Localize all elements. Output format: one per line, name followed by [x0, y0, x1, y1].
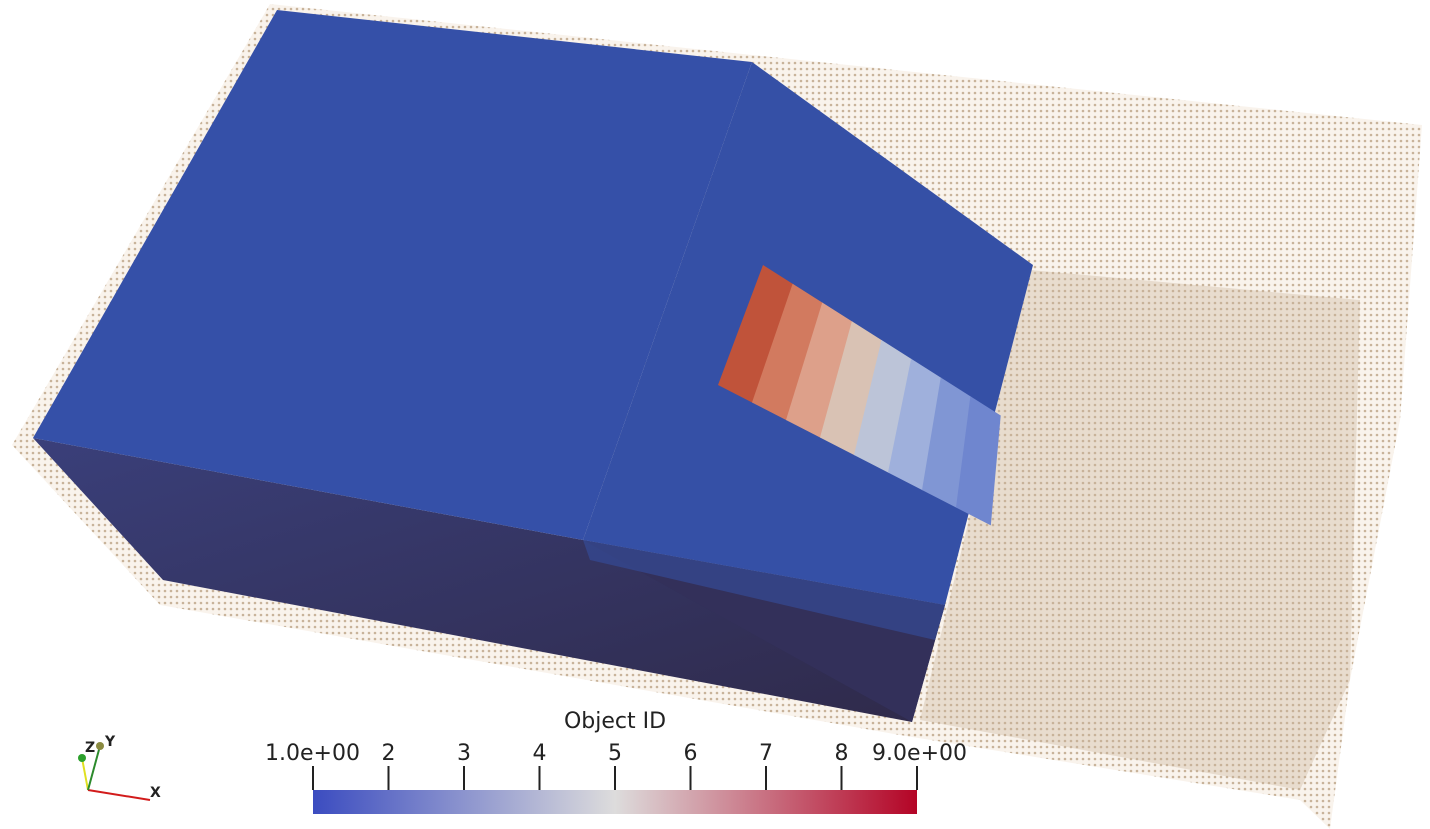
tick-label: 9.0e+00: [872, 741, 967, 766]
tick-label: 8: [835, 741, 849, 766]
tick-label: 1.0e+00: [265, 741, 360, 766]
axis-label: Y: [104, 734, 116, 750]
legend-title: Object ID: [564, 709, 666, 734]
tick-label: 5: [608, 741, 622, 766]
tick-label: 7: [759, 741, 773, 766]
tick-label: 3: [457, 741, 471, 766]
color-bar: [313, 790, 917, 814]
axis-label: X: [150, 785, 161, 801]
tick-label: 6: [684, 741, 698, 766]
tick-label: 2: [382, 741, 396, 766]
axis-label: Z: [85, 740, 95, 756]
render-view: Z Y X Object ID 1.0e+00 2 3 4 5 6 7 8 9.0e+00: [0, 0, 1430, 829]
tick-label: 4: [533, 741, 547, 766]
axes-widget: Z Y X: [78, 734, 161, 801]
